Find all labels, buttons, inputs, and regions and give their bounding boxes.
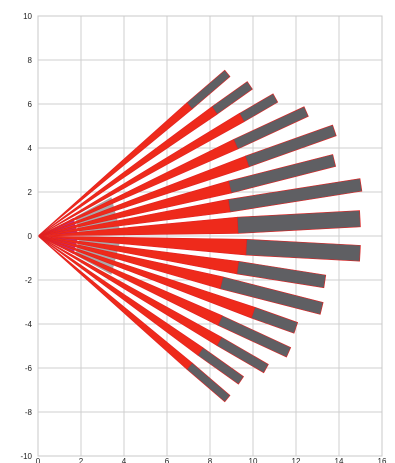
y-tick-label: -10	[20, 452, 32, 461]
x-tick-label: 12	[292, 457, 301, 463]
y-tick-label: -8	[25, 408, 33, 417]
x-tick-labels: 0 2 4 6 8 10 12 14 16	[36, 457, 387, 463]
y-tick-label: -6	[25, 364, 33, 373]
ray-dark-segment	[211, 81, 253, 115]
ray-dark-segment	[186, 69, 231, 110]
y-tick-label: 6	[28, 100, 33, 109]
y-tick-label: 10	[23, 12, 32, 21]
x-tick-label: 2	[79, 457, 84, 463]
y-tick-label: 2	[28, 188, 33, 197]
ray-dark-segment	[228, 154, 337, 194]
ray-dark-segment	[236, 260, 327, 289]
grid	[37, 15, 383, 457]
x-tick-label: 0	[36, 457, 41, 463]
ray-dark-segment	[239, 93, 279, 123]
x-tick-label: 10	[249, 457, 258, 463]
x-tick-label: 4	[122, 457, 127, 463]
x-tick-label: 8	[208, 457, 213, 463]
x-tick-label: 16	[378, 457, 387, 463]
y-tick-label: -4	[25, 320, 33, 329]
ray-dark-segment	[244, 124, 337, 168]
ray-dark-segment	[197, 347, 245, 385]
ray-dark-segment	[216, 336, 269, 374]
y-tick-label: 8	[28, 56, 33, 65]
ray-dark-segment	[227, 178, 363, 213]
x-tick-label: 14	[335, 457, 344, 463]
ray-dark-segment	[251, 306, 299, 334]
x-tick-label: 6	[165, 457, 170, 463]
plot-frame	[37, 15, 383, 457]
ray-segments	[37, 69, 363, 403]
ray-dark-segment	[233, 106, 309, 150]
ray-dark-segment	[245, 238, 361, 262]
y-tick-label: 0	[28, 232, 33, 241]
ray-dark-segment	[217, 315, 292, 358]
y-tick-label: -2	[25, 276, 33, 285]
ray-dark-segment	[186, 362, 231, 403]
y-tick-label: 4	[28, 144, 33, 153]
ray-dark-segment	[236, 210, 361, 234]
y-tick-labels: 10 8 6 4 2 0 -2 -4 -6 -8 -10	[20, 12, 32, 461]
ray-dark-segment	[219, 276, 324, 315]
